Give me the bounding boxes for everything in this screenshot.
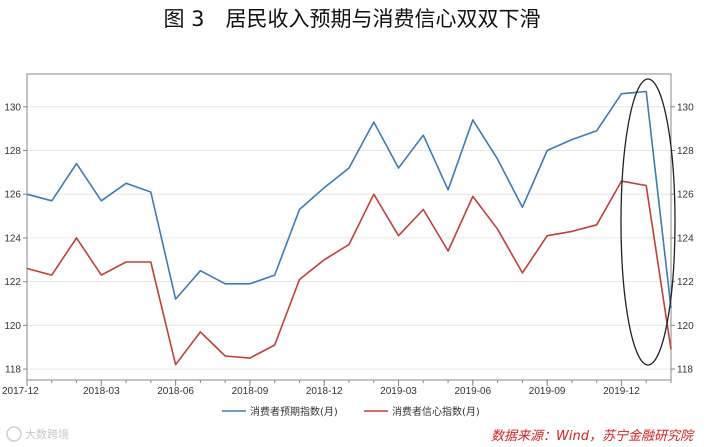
series-line-2 <box>26 180 672 366</box>
y-tick-label-right: 124 <box>677 233 694 244</box>
legend-label: 消费者预期指数(月) <box>250 405 338 418</box>
legend-label: 消费者信心指数(月) <box>392 405 480 418</box>
y-tick-label-right: 122 <box>677 277 694 288</box>
y-tick-label: 124 <box>4 233 21 244</box>
legend: 消费者预期指数(月) 消费者信心指数(月) <box>222 405 480 418</box>
x-tick-label: 2019-06 <box>454 386 491 397</box>
x-tick-label: 2019-03 <box>380 386 417 397</box>
x-tick-label: 2018-06 <box>157 386 194 397</box>
legend-item-2: 消费者信心指数(月) <box>364 405 480 418</box>
y-tick-label-right: 126 <box>677 190 694 201</box>
left-y-axis: 118 120 122 124 126 128 130 <box>4 102 27 376</box>
right-y-axis: 118 120 122 124 126 128 130 <box>671 102 694 376</box>
watermark-logo-icon <box>6 426 22 442</box>
y-tick-label-right: 128 <box>677 146 694 157</box>
grid-lines <box>27 106 671 370</box>
x-tick-label: 2018-09 <box>232 386 269 397</box>
y-tick-label: 120 <box>4 321 21 332</box>
x-tick-label: 2019-09 <box>529 386 566 397</box>
highlight-ellipse <box>620 78 676 366</box>
y-tick-label-right: 130 <box>677 102 694 113</box>
y-tick-label: 128 <box>4 146 21 157</box>
watermark-text: 大数跨境 <box>25 427 69 441</box>
legend-item-1: 消费者预期指数(月) <box>222 405 338 418</box>
watermark: 大数跨境 <box>6 426 69 442</box>
source-note: 数据来源：Wind，苏宁金融研究院 <box>491 428 695 444</box>
y-tick-label: 126 <box>4 190 21 201</box>
y-tick-label: 122 <box>4 277 21 288</box>
x-tick-label: 2018-12 <box>306 386 343 397</box>
x-axis: 2017-12 2018-03 2018-06 2018-09 2018-12 2019-… <box>2 380 672 397</box>
series-line-1 <box>26 90 672 308</box>
y-tick-label-right: 118 <box>677 365 693 376</box>
x-tick-label: 2018-03 <box>83 386 120 397</box>
x-tick-label: 2017-12 <box>2 386 39 397</box>
plot-frame <box>26 73 672 381</box>
x-tick-label: 2019-12 <box>603 386 640 397</box>
y-tick-label-right: 120 <box>677 321 694 332</box>
y-tick-label: 130 <box>4 102 21 113</box>
chart-title: 图 3 居民收入预期与消费信心双双下滑 <box>163 7 540 31</box>
y-tick-label: 118 <box>5 365 21 376</box>
series-layer <box>26 90 672 366</box>
